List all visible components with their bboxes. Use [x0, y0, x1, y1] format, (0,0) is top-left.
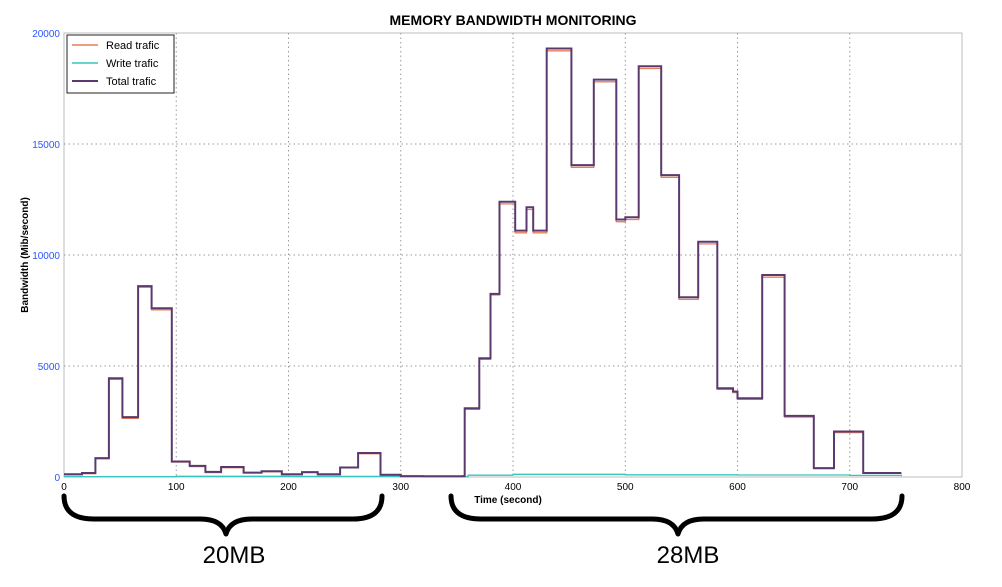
y-tick-label: 15000: [32, 140, 60, 151]
legend-label-write: Write trafic: [106, 58, 159, 70]
x-tick-label: 500: [617, 482, 634, 493]
brace-28mb: [448, 493, 905, 537]
y-axis-ticks: 0 5000 10000 15000 20000: [32, 29, 60, 484]
legend-box: [66, 34, 175, 94]
x-axis-label: Time (second): [474, 495, 542, 506]
chart-title: MEMORY BANDWIDTH MONITORING: [389, 12, 636, 28]
x-tick-label: 200: [280, 482, 297, 493]
x-tick-label: 0: [61, 482, 67, 493]
x-tick-label: 600: [729, 482, 746, 493]
legend-label-read: Read trafic: [106, 40, 160, 52]
legend: Read trafic Write trafic Total trafic: [66, 34, 175, 94]
x-tick-label: 300: [392, 482, 409, 493]
x-axis-ticks: 0 100 200 300 400 500 600 700 800: [61, 482, 971, 493]
x-tick-label: 400: [505, 482, 522, 493]
annotation-20mb: 20MB: [203, 542, 266, 569]
y-tick-label: 10000: [32, 251, 60, 262]
series-line-total-trafic: [64, 47, 902, 478]
grid: [64, 33, 962, 477]
series-lines: [64, 47, 903, 478]
series-line-write-trafic: [64, 473, 903, 478]
brace-20mb: [61, 493, 385, 537]
annotation-28mb: 28MB: [657, 542, 720, 569]
y-tick-label: 0: [54, 473, 60, 484]
x-tick-label: 700: [841, 482, 858, 493]
y-axis-label: Bandwidth (Mib/second): [20, 197, 31, 313]
x-tick-label: 100: [168, 482, 185, 493]
y-tick-label: 5000: [38, 362, 61, 373]
y-tick-label: 20000: [32, 29, 60, 40]
x-tick-label: 800: [954, 482, 971, 493]
legend-label-total: Total trafic: [106, 76, 157, 88]
